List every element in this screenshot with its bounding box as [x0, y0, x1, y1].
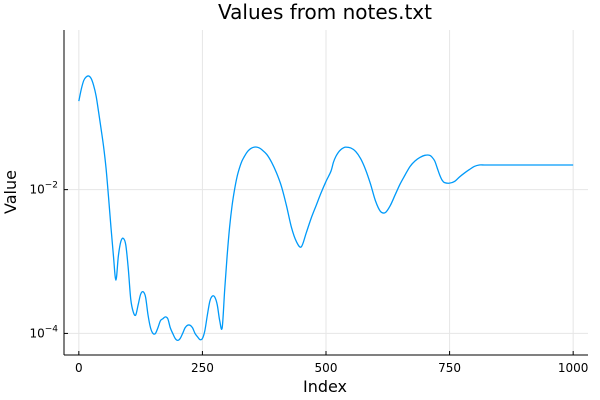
series-line [78, 75, 574, 342]
x-axis-label: Index [303, 377, 347, 396]
x-tick-label: 1000 [558, 361, 589, 375]
y-axis-label: Value [1, 170, 20, 214]
y-tick-label: 10−4 [29, 324, 58, 340]
series-layer [78, 75, 574, 342]
x-tick-label: 0 [75, 361, 83, 375]
y-tick-base: 10 [29, 326, 44, 340]
chart-title: Values from notes.txt [218, 0, 432, 24]
y-tick-label: 10−2 [29, 181, 58, 197]
grid-lines [64, 30, 588, 355]
axes [63, 30, 588, 356]
x-tick-label: 750 [438, 361, 461, 375]
y-tick-exponent: −2 [45, 181, 58, 191]
x-tick-label: 500 [315, 361, 338, 375]
y-tick-base: 10 [29, 183, 44, 197]
x-tick-label: 250 [191, 361, 214, 375]
y-tick-exponent: −4 [45, 324, 59, 334]
